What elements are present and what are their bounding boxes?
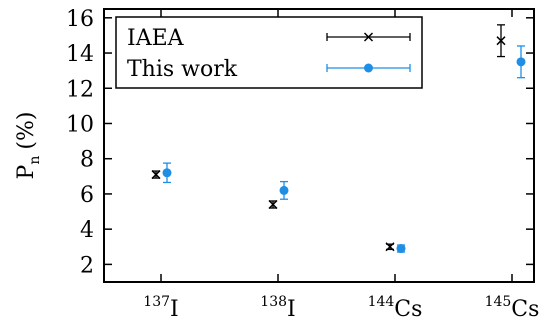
data-point [385, 242, 395, 252]
legend-label: This work [127, 57, 238, 82]
y-tick-label: 2 [80, 253, 94, 278]
legend-label: IAEA [127, 26, 185, 51]
x-tick-element: I [170, 297, 179, 320]
data-point [151, 170, 161, 180]
data-point [396, 244, 406, 254]
data-point [162, 168, 172, 178]
legend-box [115, 16, 423, 89]
y-axis-title-sub: n [27, 156, 43, 165]
x-tick-mass: 144 [368, 294, 395, 310]
series-0 [151, 24, 506, 252]
data-point [496, 36, 506, 46]
x-tick-mass: 145 [485, 294, 512, 310]
y-tick-label: 14 [66, 42, 94, 67]
x-tick-label: 145Cs [485, 294, 540, 320]
x-tick-label: 144Cs [368, 294, 423, 320]
x-tick-element: I [287, 297, 296, 320]
x-tick-mass: 138 [260, 294, 287, 310]
plot-frame [103, 8, 535, 283]
x-tick-label: 137I [143, 294, 178, 320]
y-tick-label: 12 [66, 77, 94, 102]
x-tick-element: Cs [511, 297, 539, 320]
x-tick-element: Cs [394, 297, 422, 320]
y-axis-title: Pn (%) [14, 112, 43, 180]
data-point [516, 57, 526, 67]
x-tick-label: 138I [260, 294, 295, 320]
y-tick-label: 16 [66, 7, 94, 32]
data-point [268, 199, 278, 210]
x-tick-mass: 137 [143, 294, 170, 310]
y-tick-label: 4 [80, 218, 94, 243]
y-ticks: 2 4 6 8 10 12 14 16 [66, 7, 534, 278]
x-ticks: 137I 138I 144Cs 145Cs [143, 9, 539, 320]
series-1 [162, 45, 526, 254]
y-tick-label: 10 [66, 112, 94, 137]
y-axis-label: Pn (%) [14, 112, 43, 180]
series-layer [151, 24, 526, 254]
legend-marker [363, 32, 374, 42]
y-axis-title-unit: (%) [14, 112, 39, 150]
y-tick-label: 8 [80, 148, 94, 173]
data-point [279, 185, 289, 195]
legend: IAEA This work [115, 16, 423, 89]
y-axis-title-main: P [14, 164, 39, 179]
y-tick-label: 6 [80, 183, 94, 208]
legend-marker [364, 63, 373, 73]
